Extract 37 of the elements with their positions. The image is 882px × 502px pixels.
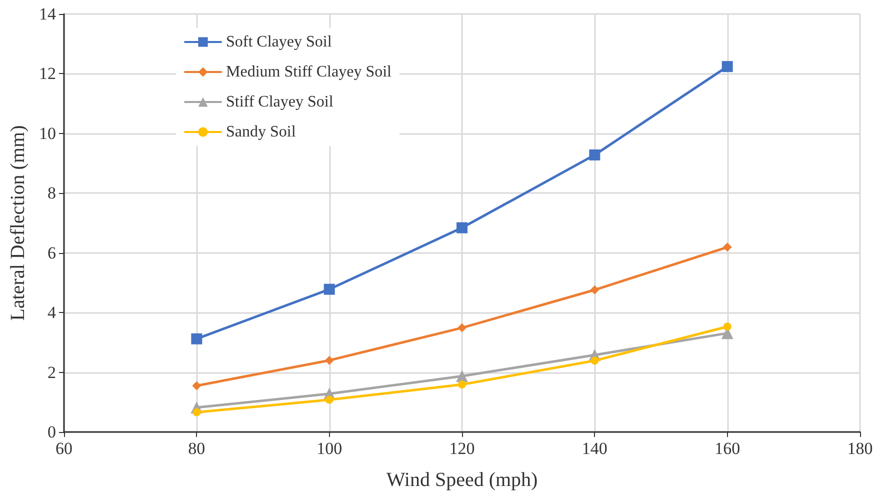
y-tick-label: 8	[48, 184, 56, 203]
point	[590, 356, 599, 365]
legend-label: Medium Stiff Clayey Soil	[226, 64, 392, 80]
y-tick-label: 14	[39, 4, 56, 24]
point	[324, 356, 334, 365]
point	[324, 284, 335, 295]
legend-label: Soft Clayey Soil	[226, 34, 332, 50]
y-tick-label: 4	[48, 303, 56, 322]
y-tick-label: 10	[39, 124, 56, 143]
point	[722, 61, 733, 72]
y-axis-title: Lateral Deflection (mm)	[7, 125, 29, 321]
x-tick-label: 80	[188, 439, 206, 458]
point	[589, 149, 600, 160]
x-tick-label: 180	[847, 439, 873, 458]
y-tick-label: 0	[48, 422, 56, 442]
x-tick-label: 100	[316, 439, 342, 458]
legend-label: Stiff Clayey Soil	[226, 94, 334, 110]
point	[458, 380, 466, 389]
point	[456, 222, 468, 234]
y-tick-label: 6	[48, 243, 56, 262]
y-tick-label: 12	[39, 64, 56, 84]
point	[192, 408, 201, 416]
point	[590, 285, 600, 294]
y-tick-label: 2	[48, 362, 56, 382]
point	[723, 322, 732, 331]
legend-label: Sandy Soil	[226, 124, 296, 140]
x-tick-label: 60	[56, 439, 72, 458]
x-axis-title: Wind Speed (mph)	[386, 469, 538, 491]
point	[458, 323, 466, 332]
x-tick-label: 120	[449, 439, 475, 458]
point	[325, 396, 334, 404]
point	[192, 381, 202, 390]
x-tick-label: 140	[582, 439, 608, 458]
x-tick-label: 160	[714, 439, 740, 458]
point	[191, 333, 202, 344]
point	[722, 242, 732, 252]
point	[456, 370, 468, 382]
